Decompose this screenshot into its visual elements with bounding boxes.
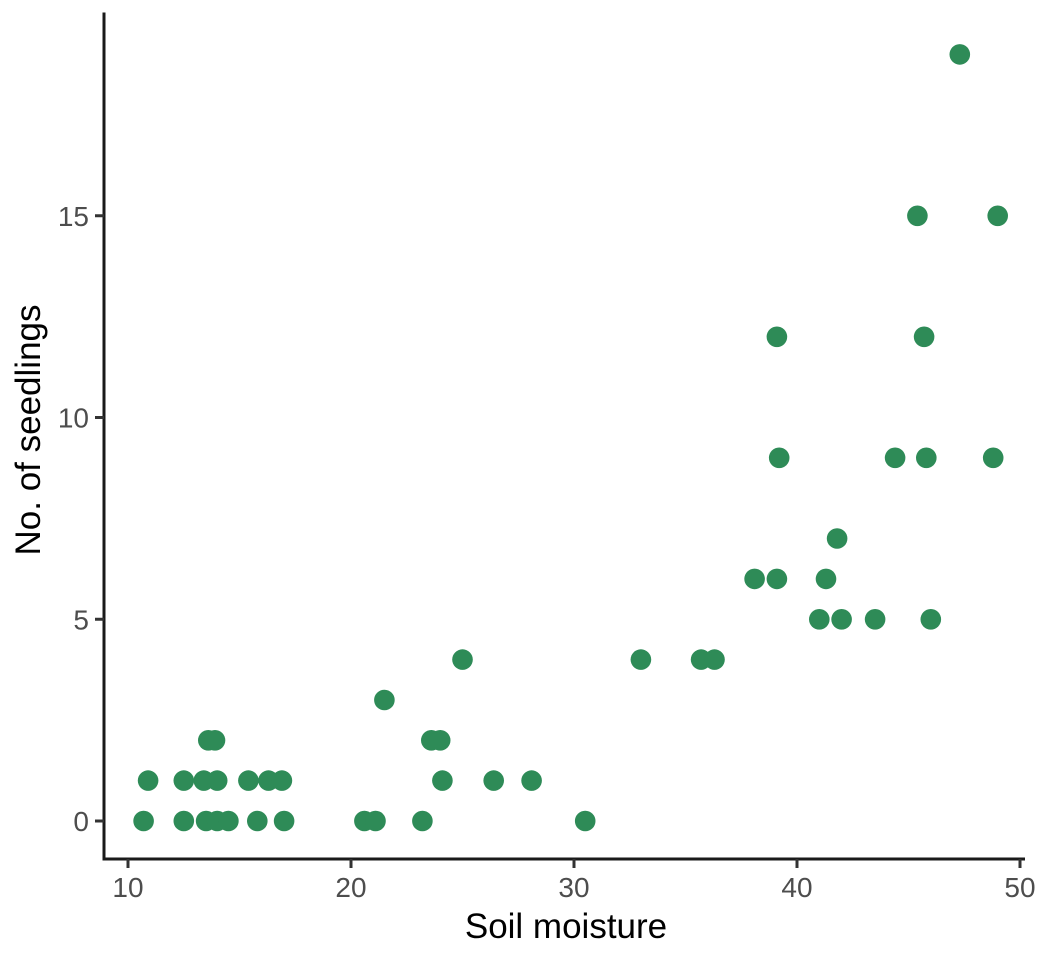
data-point xyxy=(766,568,788,590)
data-point xyxy=(815,568,837,590)
data-point xyxy=(429,730,451,751)
data-point xyxy=(831,609,852,630)
data-point xyxy=(630,649,652,670)
y-axis-title: No. of seedlings xyxy=(9,305,48,556)
data-point xyxy=(133,810,154,832)
y-tick-label: 0 xyxy=(73,806,89,837)
data-point xyxy=(412,810,433,832)
data-point xyxy=(916,447,937,469)
data-point xyxy=(432,770,453,791)
x-axis-title: Soil moisture xyxy=(465,907,667,946)
data-point xyxy=(574,810,596,832)
data-point xyxy=(365,810,386,832)
data-point xyxy=(949,44,971,65)
data-point xyxy=(173,770,195,791)
data-point xyxy=(913,326,935,348)
data-point xyxy=(864,609,886,630)
data-point xyxy=(744,568,765,590)
x-tick-label: 20 xyxy=(335,872,366,903)
data-point xyxy=(768,447,790,469)
data-point xyxy=(374,689,395,711)
data-point xyxy=(704,649,725,670)
data-point xyxy=(982,447,1004,469)
data-point xyxy=(452,649,473,670)
data-point xyxy=(483,770,505,791)
data-point xyxy=(206,770,228,791)
data-point xyxy=(271,770,293,791)
data-point xyxy=(826,528,848,549)
data-point xyxy=(173,810,195,832)
data-point xyxy=(987,205,1008,227)
y-tick-label: 5 xyxy=(73,604,89,635)
x-tick-label: 40 xyxy=(781,872,812,903)
data-point xyxy=(809,609,830,630)
data-point xyxy=(273,810,295,832)
data-point xyxy=(204,730,226,751)
x-axis-ticks: 10 20 30 40 50 xyxy=(112,859,1036,903)
data-point xyxy=(246,810,268,832)
data-point xyxy=(137,770,159,791)
y-tick-label: 10 xyxy=(58,403,89,434)
y-axis-ticks: 0 5 10 15 xyxy=(58,201,104,837)
data-point xyxy=(920,609,942,630)
data-point xyxy=(521,770,542,791)
x-tick-label: 10 xyxy=(112,872,143,903)
data-point xyxy=(907,205,928,227)
data-points-layer xyxy=(133,44,1008,832)
data-point xyxy=(766,326,788,348)
x-tick-label: 50 xyxy=(1004,872,1035,903)
y-tick-label: 15 xyxy=(58,201,89,232)
data-point xyxy=(218,810,239,832)
x-tick-label: 30 xyxy=(558,872,589,903)
data-point xyxy=(884,447,906,469)
data-point xyxy=(238,770,259,791)
